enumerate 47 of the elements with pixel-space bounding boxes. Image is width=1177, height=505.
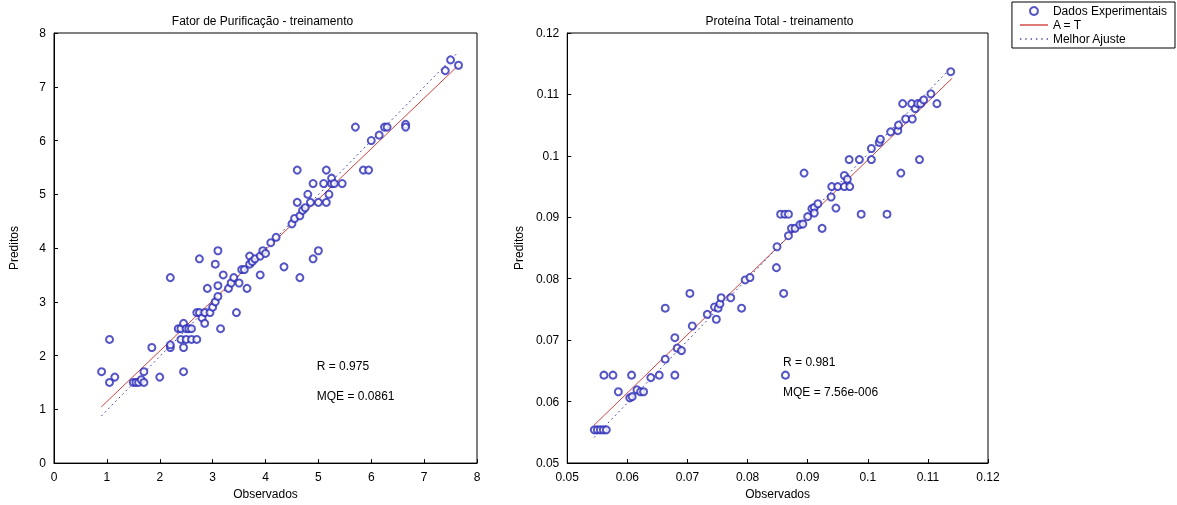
annotation: R = 0.975	[316, 359, 370, 373]
chart-title: Fator de Purificação - treinamento	[171, 14, 354, 28]
x-tick-label: 0.1	[859, 470, 877, 484]
x-axis-title: Observados	[233, 487, 298, 501]
y-tick-label: 0.12	[535, 26, 560, 40]
x-axis-title: Observados	[745, 486, 810, 501]
y-tick-label: 8	[39, 26, 47, 40]
y-tick-label: 0.05	[535, 456, 560, 470]
y-tick-label: 0.07	[535, 333, 560, 348]
y-tick-label: 6	[39, 133, 47, 148]
y-axis-title: Preditos	[512, 225, 526, 271]
y-tick-label: 0.08	[535, 271, 560, 286]
x-tick-label: 6	[367, 470, 375, 485]
legend-label: Dados Experimentais	[1052, 4, 1168, 18]
x-tick-label: 2	[156, 470, 164, 485]
x-tick-label: 0	[50, 470, 58, 485]
x-tick-label: 0.09	[796, 470, 820, 484]
x-tick-label: 8	[473, 470, 481, 485]
y-tick-label: 3	[39, 294, 47, 309]
y-tick-label: 2	[39, 348, 47, 363]
x-tick-label: 7	[420, 470, 428, 485]
y-tick-label: 0	[39, 456, 47, 471]
annotation: MQE = 0.0861	[316, 389, 395, 403]
y-tick-label: 1	[39, 402, 47, 417]
y-tick-label: 5	[39, 187, 47, 202]
x-tick-label: 0.12	[976, 470, 1000, 484]
y-tick-label: 0.06	[535, 394, 560, 409]
annotation: R = 0.981	[783, 354, 836, 369]
y-tick-label: 0.11	[536, 87, 560, 102]
x-tick-label: 4	[262, 470, 270, 485]
y-tick-label: 0.1	[542, 148, 560, 163]
y-axis-title: Preditos	[7, 226, 21, 271]
x-tick-label: 3	[209, 470, 217, 485]
x-tick-label: 0.08	[735, 470, 760, 484]
x-tick-label: 5	[315, 470, 323, 485]
annotation: MQE = 7.56e-006	[783, 384, 879, 399]
x-tick-label: 0.11	[916, 470, 940, 484]
x-tick-label: 0.05	[555, 470, 580, 484]
y-tick-label: 0.09	[535, 210, 560, 225]
y-tick-label: 7	[39, 79, 47, 94]
x-tick-label: 0.06	[615, 470, 640, 484]
y-tick-label: 4	[39, 241, 47, 256]
x-tick-label: 1	[103, 470, 111, 485]
chart-title: Proteína Total - treinamento	[705, 14, 854, 28]
legend-label: Melhor Ajuste	[1052, 32, 1126, 46]
legend-label: A = T	[1052, 18, 1082, 32]
x-tick-label: 0.07	[675, 470, 700, 484]
